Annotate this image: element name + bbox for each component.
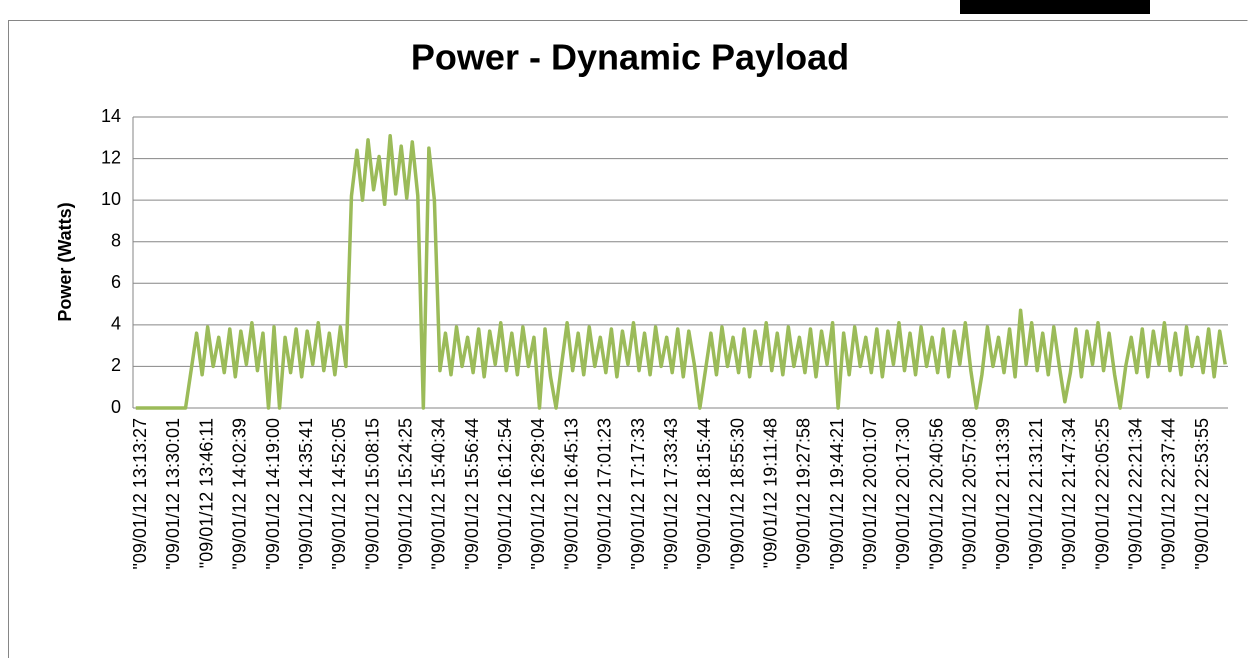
x-tick-label: "09/01/12 18:55:30 bbox=[727, 418, 747, 570]
x-tick-label: "09/01/12 19:27:58 bbox=[794, 418, 814, 570]
x-tick-label: "09/01/12 17:17:33 bbox=[628, 418, 648, 570]
x-tick-label: "09/01/12 17:01:23 bbox=[595, 418, 615, 570]
x-tick-label: "09/01/12 14:35:41 bbox=[296, 418, 316, 570]
x-tick-label: "09/01/12 15:40:34 bbox=[429, 418, 449, 570]
y-tick-label: 2 bbox=[111, 355, 121, 375]
x-tick-label: "09/01/12 17:33:43 bbox=[661, 418, 681, 570]
x-tick-label: "09/01/12 14:52:05 bbox=[329, 418, 349, 570]
chart-title: Power - Dynamic Payload bbox=[411, 37, 849, 78]
x-tick-label: "09/01/12 15:24:25 bbox=[396, 418, 416, 570]
x-tick-label: "09/01/12 22:05:25 bbox=[1092, 418, 1112, 570]
y-tick-label: 10 bbox=[101, 189, 121, 209]
x-tick-label: "09/01/12 22:21:34 bbox=[1126, 418, 1146, 570]
x-tick-label: "09/01/12 21:31:21 bbox=[1026, 418, 1046, 570]
x-tick-label: "09/01/12 13:46:11 bbox=[196, 418, 216, 568]
x-tick-label: "09/01/12 20:40:56 bbox=[926, 418, 946, 570]
x-tick-label: "09/01/12 16:12:54 bbox=[495, 418, 515, 570]
x-tick-label: "09/01/12 16:29:04 bbox=[528, 418, 548, 570]
data-line bbox=[135, 133, 1227, 410]
x-tick-label: "09/01/12 19:44:21 bbox=[827, 418, 847, 570]
x-tick-label: "09/01/12 14:02:39 bbox=[230, 418, 250, 570]
y-tick-label: 8 bbox=[111, 230, 121, 250]
x-tick-label: "09/01/12 20:57:08 bbox=[960, 418, 980, 570]
x-tick-label: "09/01/12 14:19:00 bbox=[263, 418, 283, 570]
y-tick-label: 0 bbox=[111, 397, 121, 417]
y-tick-label: 4 bbox=[111, 314, 121, 334]
y-tick-label: 12 bbox=[101, 147, 121, 167]
y-tick-label: 14 bbox=[101, 106, 121, 126]
x-tick-label: "09/01/12 21:13:39 bbox=[993, 418, 1013, 570]
x-tick-label: "09/01/12 19:11:48 bbox=[761, 418, 781, 568]
x-tick-label: "09/01/12 16:45:13 bbox=[561, 418, 581, 570]
header-decoration bbox=[960, 0, 1150, 14]
x-tick-label: "09/01/12 13:30:01 bbox=[163, 418, 183, 570]
chart-frame bbox=[8, 20, 1248, 658]
x-tick-label: "09/01/12 21:47:34 bbox=[1059, 418, 1079, 570]
x-tick-label: "09/01/12 20:17:30 bbox=[893, 418, 913, 570]
x-tick-label: "09/01/12 20:01:07 bbox=[860, 418, 880, 570]
x-tick-label: "09/01/12 15:56:44 bbox=[462, 418, 482, 570]
x-tick-label: "09/01/12 22:53:55 bbox=[1192, 418, 1212, 570]
x-tick-label: "09/01/12 13:13:27 bbox=[130, 418, 150, 570]
x-tick-label: "09/01/12 15:08:15 bbox=[362, 418, 382, 570]
y-tick-label: 6 bbox=[111, 272, 121, 292]
x-tick-label: "09/01/12 22:37:44 bbox=[1159, 418, 1179, 570]
y-axis-label: Power (Watts) bbox=[55, 202, 75, 321]
x-tick-label: "09/01/12 18:15:44 bbox=[694, 418, 714, 570]
